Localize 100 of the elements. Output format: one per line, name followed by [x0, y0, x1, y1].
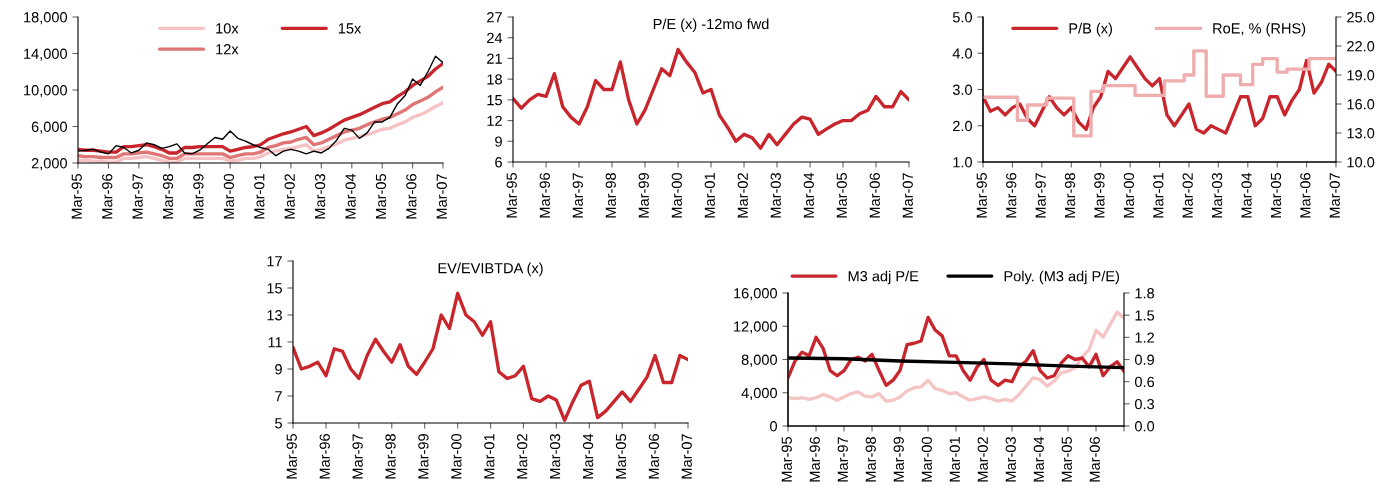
- x-tick-label: Mar-96: [319, 434, 330, 479]
- x-tick-label: Mar-01: [254, 174, 265, 219]
- x-tick-label: Mar-95: [71, 174, 82, 219]
- x-tick-label: Mar-02: [737, 173, 748, 218]
- legend-label: 15x: [338, 23, 362, 34]
- x-tick-label: Mar-00: [921, 436, 932, 482]
- line-series: [513, 47, 909, 150]
- x-tick-label: Mar-05: [1061, 437, 1072, 482]
- x-tick-label: Mar-07: [1329, 173, 1340, 218]
- x-tick-label: Mar-98: [162, 174, 174, 219]
- x-tick-label: Mar-04: [1033, 436, 1044, 482]
- legend-label: Poly. (M3 adj P/E): [1004, 270, 1119, 285]
- chart-title: P/E (x) -12mo fwd: [653, 18, 769, 33]
- x-tick-label: Mar-96: [809, 437, 820, 482]
- y-tick-label: 18: [487, 74, 502, 85]
- y2-tick-label: 19.0: [1347, 70, 1375, 81]
- x-tick-label: Mar-07: [681, 434, 692, 479]
- x-tick-label: Mar-05: [375, 174, 387, 219]
- y-tick-label: 6,000: [31, 121, 68, 134]
- x-tick-label: Mar-02: [284, 174, 295, 219]
- x-tick-label: Mar-05: [615, 434, 627, 479]
- y2-tick-label: 0.9: [1134, 354, 1154, 365]
- x-tick-label: Mar-06: [1089, 437, 1100, 482]
- y-tick-label: 27: [487, 12, 502, 23]
- x-tick-label: Mar-00: [451, 433, 462, 479]
- x-tick-label: Mar-06: [406, 174, 417, 219]
- y-tick-label: 10,000: [24, 85, 68, 98]
- line-series: [788, 310, 1124, 403]
- y-tick-label: 17: [267, 256, 282, 267]
- legend-label: 12x: [216, 44, 239, 55]
- x-tick-label: Mar-01: [484, 434, 495, 479]
- x-tick-label: Mar-04: [1241, 172, 1252, 218]
- x-tick-label: Mar-00: [671, 172, 682, 218]
- y-tick-label: 3.0: [952, 84, 973, 95]
- y-tick-label: 0: [770, 421, 778, 432]
- y-tick-label: 15: [267, 283, 282, 294]
- x-tick-label: Mar-02: [977, 437, 988, 482]
- x-tick-label: Mar-95: [976, 173, 987, 218]
- x-tick-label: Mar-02: [1182, 173, 1193, 218]
- y2-tick-label: 13.0: [1347, 128, 1375, 139]
- x-tick-label: Mar-03: [1005, 437, 1016, 482]
- y-tick-label: 15: [487, 95, 502, 106]
- x-tick-label: Mar-05: [1270, 173, 1282, 218]
- x-tick-label: Mar-98: [1064, 173, 1076, 218]
- x-tick-label: Mar-04: [582, 433, 594, 479]
- x-tick-label: Mar-01: [949, 437, 960, 482]
- y2-tick-label: 1.2: [1135, 332, 1154, 343]
- x-tick-label: Mar-04: [803, 172, 814, 218]
- y-tick-label: 9: [495, 136, 502, 147]
- x-tick-label: Mar-97: [1035, 173, 1046, 218]
- x-tick-label: Mar-99: [193, 174, 204, 219]
- x-tick-label: Mar-04: [345, 173, 356, 219]
- y-tick-label: 14,000: [24, 48, 68, 61]
- y-tick-label: 5: [275, 418, 282, 429]
- x-tick-label: Mar-01: [1153, 173, 1164, 218]
- x-tick-label: Mar-06: [648, 434, 660, 479]
- x-tick-label: Mar-00: [1123, 172, 1135, 218]
- y-tick-label: 5.0: [952, 12, 973, 23]
- x-tick-label: Mar-97: [132, 174, 143, 219]
- y-tick-label: 1.0: [953, 157, 973, 168]
- y-tick-label: 6: [495, 157, 502, 168]
- x-tick-label: Mar-97: [572, 173, 583, 218]
- y2-tick-label: 22.0: [1347, 41, 1375, 52]
- y2-tick-label: 1.5: [1135, 310, 1155, 321]
- y2-tick-label: 0.3: [1134, 398, 1155, 410]
- x-tick-label: Mar-98: [605, 173, 616, 218]
- x-tick-label: Mar-06: [869, 173, 880, 218]
- x-tick-label: Mar-03: [549, 434, 561, 479]
- y2-tick-label: 25.0: [1347, 12, 1375, 23]
- x-tick-label: Mar-99: [418, 434, 429, 479]
- x-tick-label: Mar-01: [704, 173, 715, 218]
- x-tick-label: Mar-07: [436, 174, 447, 219]
- y2-tick-label: 16.0: [1347, 99, 1375, 110]
- x-tick-label: Mar-03: [1211, 173, 1223, 218]
- y2-tick-label: 0.0: [1134, 421, 1155, 432]
- legend-label: 10x: [216, 23, 239, 34]
- x-tick-label: Mar-95: [286, 434, 297, 479]
- y-tick-label: 7: [275, 391, 282, 402]
- y-tick-label: 21: [487, 53, 502, 64]
- x-tick-label: Mar-00: [223, 173, 235, 219]
- legend-label: M3 adj P/E: [848, 270, 919, 285]
- y-tick-label: 24: [487, 32, 503, 43]
- x-tick-label: Mar-97: [352, 434, 363, 479]
- y-tick-label: 18,000: [24, 12, 68, 25]
- x-tick-label: Mar-05: [836, 173, 847, 218]
- x-tick-label: Mar-03: [314, 174, 326, 219]
- x-tick-label: Mar-99: [893, 437, 904, 482]
- legend-label: RoE, % (RHS): [1213, 22, 1306, 37]
- x-tick-label: Mar-98: [385, 434, 396, 479]
- y-tick-label: 16,000: [734, 288, 778, 301]
- x-tick-label: Mar-07: [902, 173, 913, 218]
- y-tick-label: 4,000: [741, 387, 778, 400]
- y-tick-label: 9: [275, 364, 282, 375]
- x-tick-label: Mar-02: [517, 434, 528, 479]
- y2-tick-label: 10.0: [1347, 157, 1375, 168]
- y-tick-label: 8,000: [741, 354, 778, 367]
- x-tick-label: Mar-97: [837, 437, 848, 482]
- x-tick-label: Mar-96: [102, 174, 113, 219]
- chart-title: EV/EVIBTDA (x): [438, 262, 543, 277]
- y2-tick-label: 0.6: [1134, 376, 1155, 388]
